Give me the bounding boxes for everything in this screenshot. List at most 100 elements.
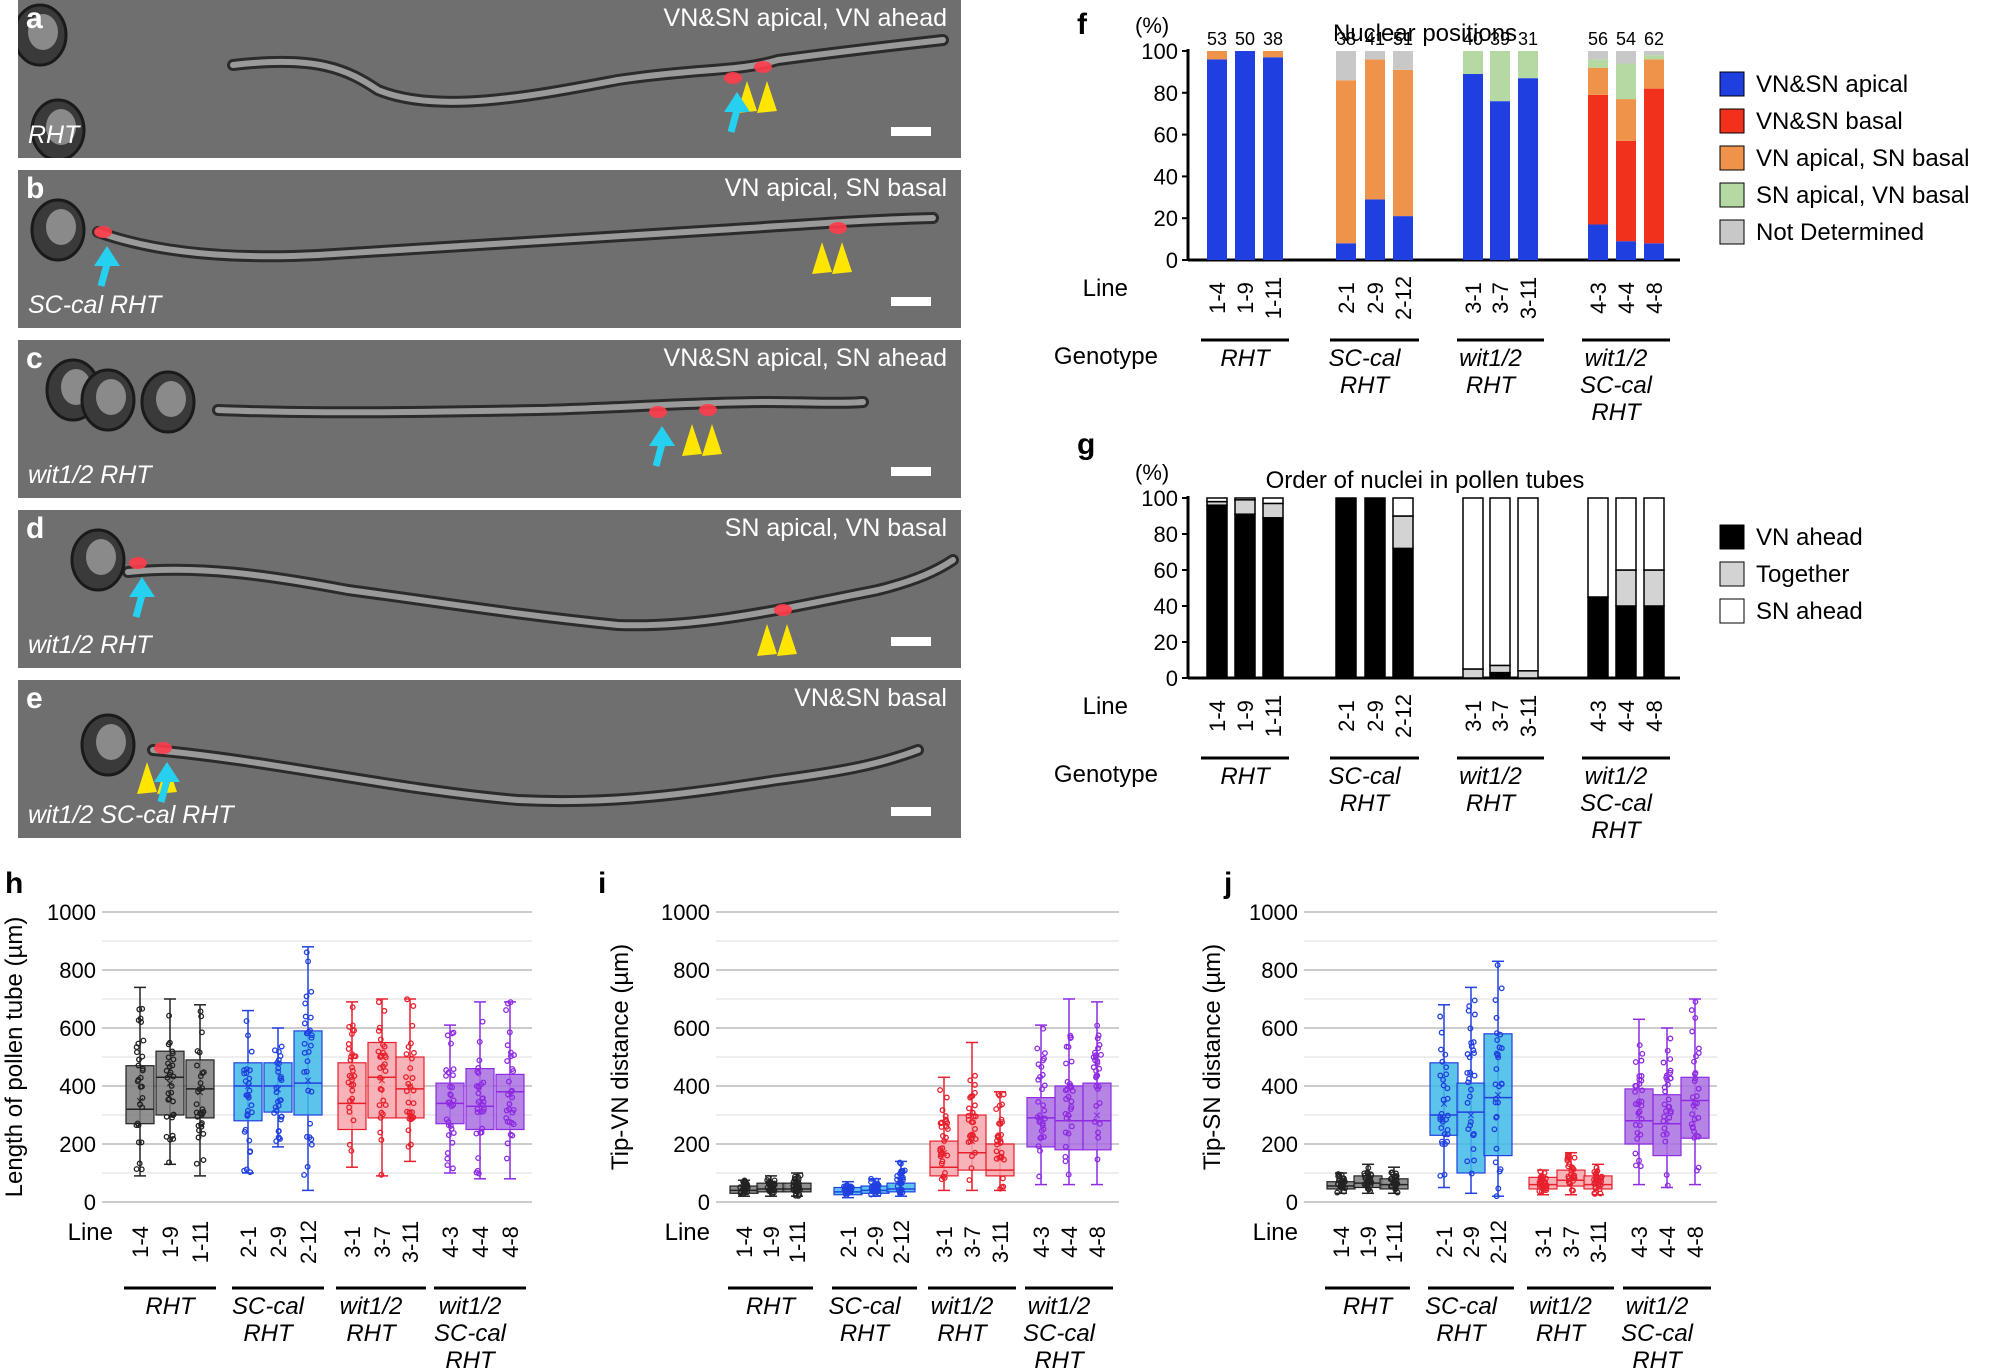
- cyan-arrow-shaft: [727, 109, 741, 133]
- y-tick-label: 0: [698, 1190, 710, 1215]
- data-point: [897, 1180, 904, 1187]
- data-point: [476, 1057, 483, 1064]
- data-point: [1334, 1189, 1341, 1196]
- data-point: [248, 1048, 255, 1055]
- data-point: [1468, 1039, 1475, 1046]
- data-point: [1494, 1037, 1501, 1044]
- data-point: [1467, 1118, 1474, 1125]
- data-point: [275, 1068, 282, 1075]
- nuclear-position-description: VN&SN apical, SN ahead: [663, 344, 947, 372]
- data-point: [169, 1132, 176, 1139]
- legend-label: Together: [1756, 561, 1849, 588]
- micrograph-panel-b: b VN apical, SN basal SC-cal RHT: [18, 170, 961, 328]
- data-point: [1660, 1131, 1667, 1138]
- data-point: [767, 1182, 774, 1189]
- data-point: [448, 1040, 454, 1047]
- data-point: [966, 1105, 972, 1112]
- data-point: [1094, 1022, 1101, 1029]
- line-tick-label: 3-7: [1559, 1226, 1584, 1258]
- data-point: [1591, 1190, 1598, 1197]
- data-point: [1464, 1051, 1471, 1058]
- data-point: [972, 1072, 978, 1079]
- pollen-tube-lumen: [125, 557, 956, 629]
- line-tick-label: 2-1: [1334, 282, 1359, 314]
- bar-segment: [1463, 51, 1483, 74]
- data-point: [308, 1034, 315, 1041]
- bar-segment: [1207, 59, 1227, 260]
- data-point: [198, 1013, 205, 1020]
- data-point: [170, 1056, 177, 1063]
- data-point: [504, 1058, 511, 1064]
- data-point: [193, 1101, 200, 1108]
- data-point: [1466, 1093, 1473, 1100]
- data-point: [848, 1185, 855, 1192]
- data-point: [351, 1053, 357, 1060]
- genotype-label: wit1/2: [1585, 345, 1648, 372]
- data-point: [1037, 1073, 1044, 1080]
- data-point: [1594, 1175, 1601, 1182]
- data-point: [999, 1101, 1005, 1108]
- data-point: [166, 1159, 173, 1166]
- data-point: [134, 1120, 141, 1127]
- data-point: [345, 1045, 352, 1052]
- data-point: [1689, 1028, 1696, 1035]
- data-point: [167, 1136, 174, 1143]
- data-point: [1568, 1187, 1575, 1193]
- data-point: [277, 1053, 284, 1059]
- data-point: [443, 1072, 449, 1079]
- line-tick-label: 3-1: [932, 1226, 957, 1258]
- micrograph-panel-d: d SN apical, VN basal wit1/2 RHT: [18, 510, 961, 668]
- data-point: [1444, 1126, 1451, 1133]
- genotype-label: RHT: [1632, 1347, 1684, 1369]
- data-point: [140, 1037, 147, 1044]
- nucleus-signal: [774, 604, 792, 616]
- genotype-label: SC-cal: [434, 1320, 507, 1347]
- data-point: [1068, 1123, 1075, 1130]
- yellow-arrowhead: [137, 762, 157, 794]
- data-point: [1096, 1042, 1103, 1048]
- data-point: [1471, 997, 1478, 1004]
- data-point: [345, 1041, 352, 1047]
- genotype-label: RHT: [1591, 399, 1643, 426]
- data-point: [1069, 1088, 1076, 1094]
- data-point: [1438, 1110, 1445, 1117]
- data-point: [1034, 1114, 1041, 1121]
- genotype-label: wit1/2: [1028, 1293, 1091, 1320]
- bar-segment: [1336, 243, 1356, 260]
- data-point: [508, 1088, 515, 1095]
- data-point: [1663, 1131, 1670, 1137]
- data-point: [1493, 1145, 1500, 1152]
- data-point: [450, 1029, 457, 1036]
- data-point: [1693, 1053, 1699, 1060]
- data-point: [382, 1102, 389, 1109]
- bar-segment: [1392, 515, 1414, 550]
- data-point: [480, 1079, 487, 1086]
- pollen-grain-highlight: [46, 109, 76, 145]
- genotype-label: wit1/2: [1459, 763, 1522, 790]
- data-point: [407, 1040, 414, 1047]
- mean-marker: ×: [1467, 1107, 1475, 1123]
- y-tick-label: 20: [1154, 630, 1178, 655]
- y-tick-label: 400: [59, 1074, 96, 1099]
- data-point: [308, 988, 315, 995]
- data-point: [305, 1048, 312, 1055]
- pollen-tube-lumen: [215, 398, 866, 416]
- y-tick-label: 200: [673, 1132, 710, 1157]
- data-point: [938, 1176, 945, 1183]
- data-point: [1492, 1099, 1499, 1106]
- data-point: [1065, 1130, 1072, 1137]
- data-point: [1467, 1025, 1474, 1032]
- bar-segment: [1262, 497, 1284, 505]
- sample-size-label: 39: [1490, 29, 1510, 49]
- data-point: [304, 1133, 310, 1140]
- bar-segment: [1365, 199, 1385, 260]
- data-point: [449, 1139, 456, 1146]
- data-point: [1491, 1126, 1498, 1133]
- data-point: [998, 1149, 1005, 1156]
- data-point: [998, 1116, 1005, 1123]
- data-point: [346, 1023, 353, 1030]
- data-point: [894, 1176, 901, 1183]
- data-point: [1695, 1085, 1702, 1092]
- line-tick-label: 1-4: [1205, 700, 1230, 732]
- data-point: [943, 1123, 950, 1130]
